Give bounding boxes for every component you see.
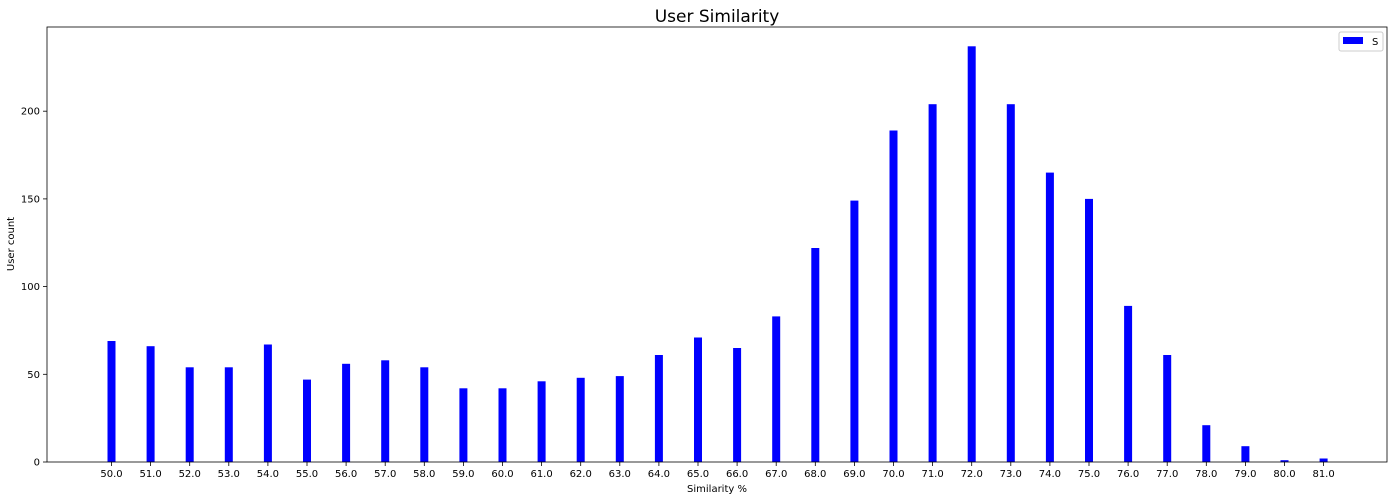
x-tick-label: 71.0 — [921, 469, 943, 480]
x-tick-label: 72.0 — [961, 469, 983, 480]
x-tick-label: 52.0 — [179, 469, 201, 480]
x-tick-label: 62.0 — [570, 469, 592, 480]
bar-66.0 — [733, 348, 742, 462]
legend-label-s: S — [1372, 37, 1378, 48]
bar-77.0 — [1163, 355, 1172, 462]
x-tick-label: 61.0 — [530, 469, 552, 480]
x-tick-label: 75.0 — [1078, 469, 1100, 480]
x-tick-label: 81.0 — [1312, 469, 1334, 480]
bar-50.0 — [107, 341, 116, 462]
plot-area: 50.0 51.0 52.0 53.0 54.0 55.0 56.0 57.0 58.0 59.0… — [21, 26, 1388, 480]
bar-63.0 — [615, 376, 624, 462]
y-tick-label: 150 — [21, 194, 40, 205]
x-tick-label: 69.0 — [843, 469, 865, 480]
y-tick-label: 0 — [34, 458, 40, 469]
x-tick-label: 54.0 — [257, 469, 279, 480]
bar-60.0 — [498, 388, 507, 462]
x-tick-label: 53.0 — [218, 469, 240, 480]
bar-76.0 — [1124, 305, 1133, 462]
x-tick-label: 76.0 — [1117, 469, 1139, 480]
bar-51.0 — [146, 346, 155, 462]
y-axis-label: User count — [6, 217, 17, 271]
bar-68.0 — [811, 248, 820, 462]
x-tick-label: 60.0 — [491, 469, 513, 480]
x-tick-label: 66.0 — [726, 469, 748, 480]
y-tick-label: 100 — [21, 282, 40, 293]
bar-81.0 — [1319, 458, 1328, 462]
axes-frame — [46, 26, 1388, 463]
bar-79.0 — [1241, 446, 1250, 462]
bar-64.0 — [654, 355, 663, 462]
y-tick-label: 200 — [21, 107, 40, 118]
x-tick-label: 64.0 — [648, 469, 670, 480]
x-tick-label: 80.0 — [1273, 469, 1295, 480]
legend-swatch-s — [1343, 37, 1363, 44]
x-tick-label: 78.0 — [1195, 469, 1217, 480]
bar-71.0 — [928, 104, 937, 462]
bar-70.0 — [889, 130, 898, 462]
bar-53.0 — [224, 367, 233, 462]
x-tick-label: 68.0 — [804, 469, 826, 480]
bar-62.0 — [576, 377, 585, 462]
x-tick-label: 70.0 — [882, 469, 904, 480]
chart-title: User Similarity — [655, 7, 780, 27]
bar-80.0 — [1280, 460, 1289, 462]
bar-58.0 — [420, 367, 429, 462]
bar-65.0 — [694, 337, 702, 462]
bar-54.0 — [263, 344, 272, 462]
x-tick-label: 73.0 — [1000, 469, 1022, 480]
y-tick-label: 50 — [27, 370, 40, 381]
x-tick-label: 74.0 — [1039, 469, 1061, 480]
bar-59.0 — [459, 388, 468, 462]
x-tick-label: 77.0 — [1156, 469, 1178, 480]
bar-55.0 — [303, 379, 311, 462]
x-tick-label: 58.0 — [413, 469, 435, 480]
bar-67.0 — [772, 316, 781, 462]
bar-74.0 — [1045, 172, 1054, 462]
bar-78.0 — [1202, 425, 1211, 462]
x-tick-label: 63.0 — [609, 469, 631, 480]
x-tick-label: 51.0 — [139, 469, 161, 480]
bar-57.0 — [381, 360, 390, 462]
x-tick-label: 79.0 — [1234, 469, 1256, 480]
x-tick-label: 67.0 — [765, 469, 787, 480]
x-tick-label: 57.0 — [374, 469, 396, 480]
x-tick-label: 59.0 — [452, 469, 474, 480]
bar-52.0 — [185, 367, 194, 462]
bar-56.0 — [342, 363, 351, 462]
bar-69.0 — [850, 200, 859, 462]
bar-75.0 — [1085, 198, 1093, 462]
x-tick-label: 56.0 — [335, 469, 357, 480]
legend: S — [1338, 31, 1384, 52]
bar-61.0 — [537, 381, 546, 462]
x-axis-label: Similarity % — [687, 484, 747, 495]
x-tick-label: 50.0 — [100, 469, 122, 480]
x-tick-label: 55.0 — [296, 469, 318, 480]
bar-72.0 — [967, 46, 976, 463]
bar-73.0 — [1006, 104, 1015, 462]
x-tick-label: 65.0 — [687, 469, 709, 480]
